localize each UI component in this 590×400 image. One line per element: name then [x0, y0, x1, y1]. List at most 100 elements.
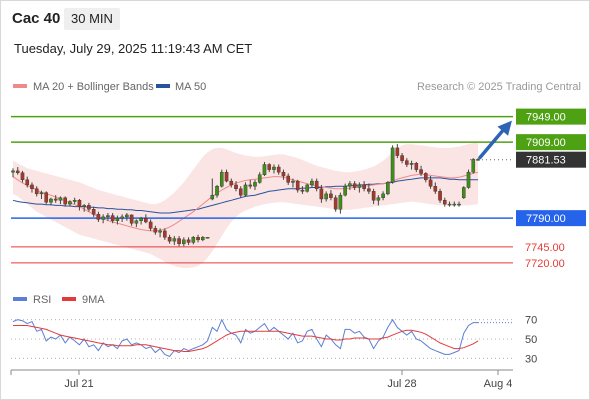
- candle-body-30: [153, 228, 158, 233]
- candle-body-35: [177, 238, 181, 244]
- rsi-series-rsi: [12, 318, 478, 358]
- candle-body-22: [115, 217, 120, 221]
- candle-body-17: [91, 208, 96, 215]
- rsi-legend-swatch: [13, 297, 27, 301]
- candle-body-62: [305, 184, 309, 192]
- candle-body-19: [101, 216, 105, 220]
- candle-body-8: [49, 198, 53, 203]
- symbol-title: Cac 40: [12, 10, 61, 27]
- candle-body-76: [371, 191, 376, 201]
- bollinger-band-area: [13, 141, 478, 268]
- candle-body-57: [281, 171, 286, 177]
- level-tag-text-7881.53: 7881.53: [526, 155, 566, 167]
- candle-body-20: [106, 215, 110, 218]
- candle-body-50: [248, 184, 253, 187]
- x-axis: Jul 21 Jul 28 Aug 4: [10, 369, 513, 390]
- candle-body-53: [262, 164, 267, 175]
- candle-body-16: [87, 205, 91, 210]
- level-tag-7909.00: [516, 134, 586, 151]
- candle-body-69: [338, 194, 343, 210]
- rsi-ma-legend-swatch: [62, 297, 76, 301]
- projection-arrow-head: [497, 120, 512, 136]
- candle-body-90: [438, 191, 442, 201]
- rsi-legend-label: RSI: [33, 294, 51, 306]
- candle-body-33: [167, 237, 172, 242]
- research-credit: Research © 2025 Trading Central: [417, 81, 581, 93]
- level-tag-7790.00: [516, 210, 586, 227]
- candle-body-65: [319, 188, 324, 200]
- candle-body-88: [428, 179, 433, 187]
- candle-body-87: [424, 173, 428, 181]
- ma20-line: [12, 171, 479, 232]
- candle-body-61: [300, 189, 305, 192]
- candle-body-63: [310, 180, 314, 186]
- candle-body-41: [205, 237, 210, 239]
- candle-body-23: [120, 216, 124, 219]
- candle-body-64: [314, 180, 319, 189]
- candle-body-25: [129, 214, 134, 224]
- candle-body-84: [409, 163, 414, 165]
- candle-body-11: [63, 197, 67, 205]
- candle-body-43: [215, 186, 219, 196]
- candle-body-89: [433, 186, 438, 192]
- candle-body-55: [272, 166, 276, 170]
- chart-header: Cac 40 30 MIN: [1, 1, 589, 37]
- candle-body-68: [333, 197, 338, 210]
- candle-body-38: [191, 237, 196, 243]
- candle-body-77: [376, 197, 381, 201]
- candle-body-98: [476, 159, 480, 161]
- ma20-legend-swatch: [13, 84, 27, 88]
- candle-body-93: [452, 203, 457, 206]
- candle-body-48: [238, 188, 243, 196]
- candle-body-2: [20, 172, 25, 181]
- ma20-legend-label: MA 20 + Bollinger Bands: [33, 81, 154, 93]
- candle-body-40: [200, 237, 205, 241]
- rsi-tick-30: 30: [525, 353, 537, 365]
- candle-body-67: [329, 193, 333, 198]
- level-tag-7881.53: [516, 151, 586, 168]
- candle-body-42: [210, 194, 215, 200]
- candle-body-34: [172, 238, 177, 242]
- ma50-legend-swatch: [156, 84, 170, 88]
- candle-body-91: [442, 200, 447, 205]
- candle-body-26: [134, 220, 139, 224]
- candle-body-24: [125, 214, 129, 218]
- ma50-legend-label: MA 50: [175, 81, 206, 93]
- level-label-7720.00: 7720.00: [525, 258, 565, 270]
- candle-body-71: [348, 183, 352, 187]
- candle-body-39: [196, 237, 200, 241]
- candle-body-96: [466, 171, 471, 188]
- candle-body-86: [419, 169, 423, 174]
- candle-body-58: [286, 175, 291, 183]
- candle-body-72: [352, 183, 357, 188]
- level-tag-7949.00: [516, 108, 586, 125]
- timeframe-badge[interactable]: 30 MIN: [64, 8, 120, 30]
- candle-body-92: [447, 203, 452, 206]
- candle-body-80: [390, 147, 395, 183]
- candle-body-6: [39, 192, 44, 195]
- x-tick-label-1: Jul 28: [387, 378, 416, 390]
- rsi-panel: 70 50 30: [11, 315, 537, 365]
- candle-body-78: [381, 193, 385, 198]
- candle-body-18: [96, 214, 101, 220]
- rsi-series-9ma: [13, 325, 479, 352]
- candle-body-37: [186, 239, 191, 243]
- candle-body-94: [457, 203, 461, 206]
- candle-body-54: [267, 164, 272, 170]
- candle-body-95: [461, 187, 466, 198]
- candle-body-51: [253, 182, 257, 187]
- projection-arrow: [478, 120, 512, 160]
- x-tick-label-0: Jul 21: [64, 378, 93, 390]
- candle-body-5: [34, 188, 39, 195]
- candle-body-73: [357, 184, 362, 188]
- candle-body-36: [182, 239, 186, 244]
- candle-body-13: [72, 200, 77, 202]
- candle-body-74: [362, 184, 366, 189]
- candle-body-85: [414, 163, 419, 170]
- candle-body-46: [229, 180, 234, 186]
- candle-body-1: [15, 170, 20, 174]
- candle-body-60: [295, 180, 300, 191]
- candle-body-31: [158, 230, 162, 233]
- candle-body-14: [77, 200, 82, 207]
